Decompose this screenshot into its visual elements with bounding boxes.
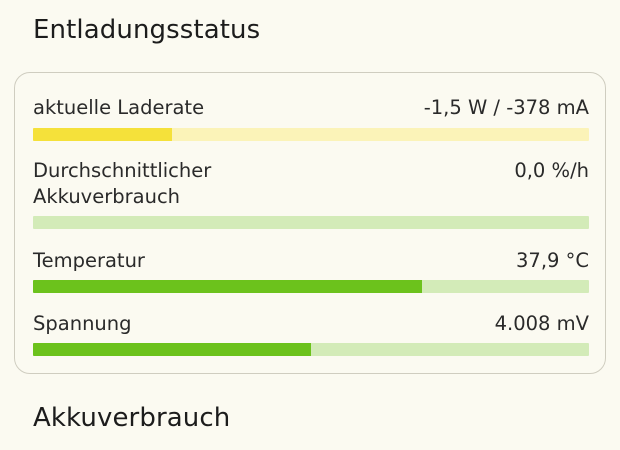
discharge-status-card: aktuelle Laderate -1,5 W / -378 mA Durch… [14, 72, 606, 374]
row-value: 37,9 °C [516, 249, 589, 272]
section-title-battery-usage: Akkuverbrauch [33, 403, 231, 433]
row-value: -1,5 W / -378 mA [423, 96, 589, 119]
row-value: 4.008 mV [494, 312, 589, 335]
row-label: aktuelle Laderate [33, 96, 205, 119]
progress-bar-fill [33, 128, 172, 141]
progress-bar-track [33, 343, 589, 356]
progress-bar-track [33, 128, 589, 141]
row-label: Spannung [33, 312, 132, 335]
section-title-discharge-status: Entladungsstatus [33, 15, 261, 45]
progress-bar-track [33, 216, 589, 229]
progress-bar-fill [33, 343, 311, 356]
row-label: Temperatur [33, 249, 145, 272]
row-value: 0,0 %/h [514, 159, 589, 182]
progress-bar-track [33, 280, 589, 293]
progress-bar-fill [33, 280, 423, 293]
row-label: Durchschnittlicher Akkuverbrauch [33, 159, 212, 208]
